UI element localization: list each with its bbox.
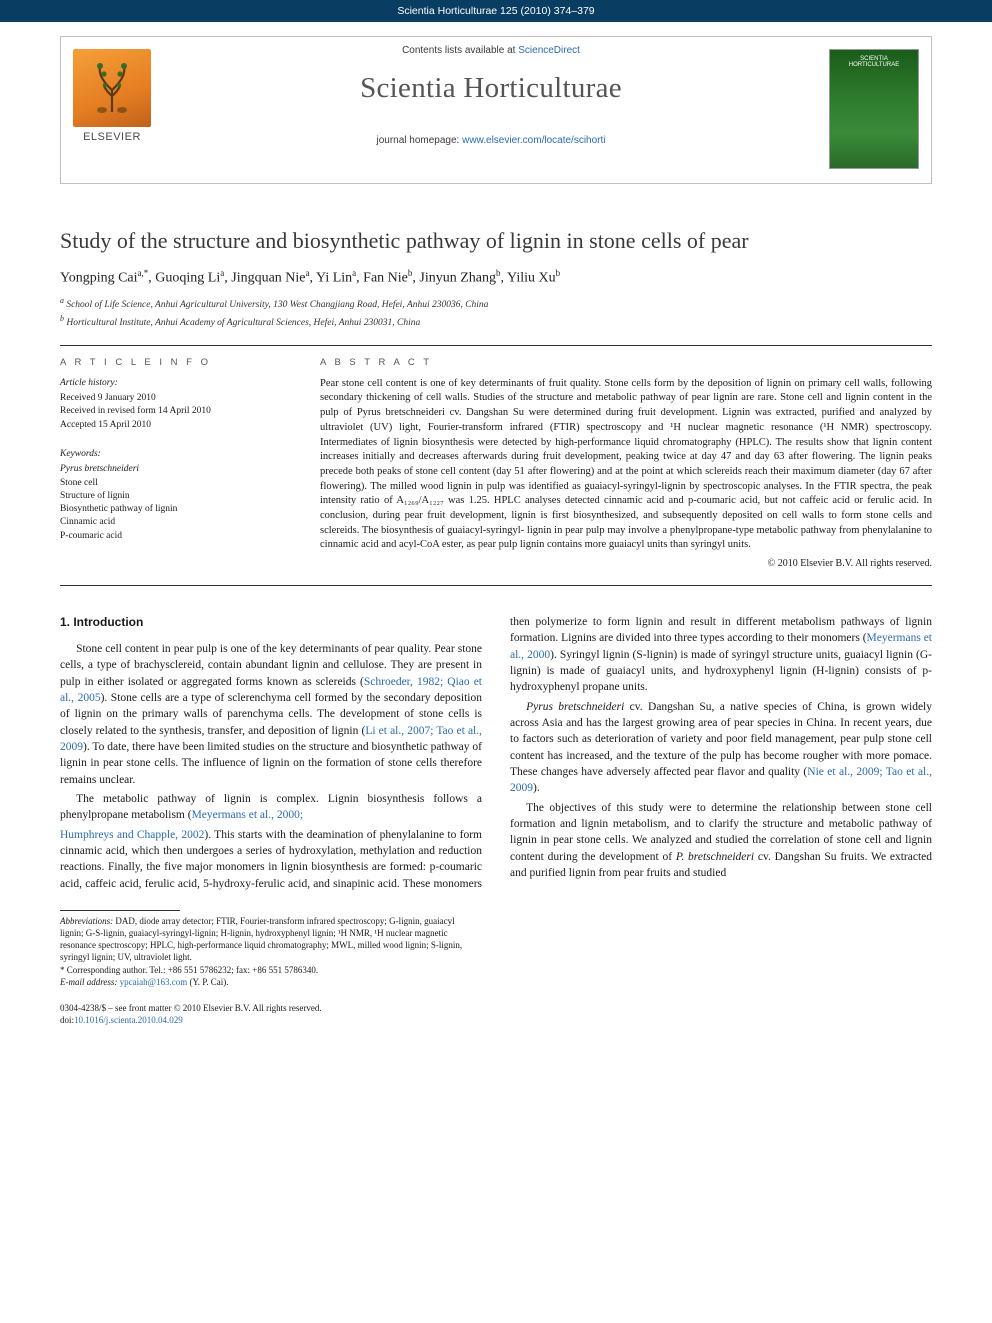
footnotes: Abbreviations: DAD, diode array detector… [60,910,480,988]
abstract-copyright: © 2010 Elsevier B.V. All rights reserved… [320,557,932,571]
keywords-heading: Keywords: [60,448,290,461]
doi-line: doi:10.1016/j.scienta.2010.04.029 [60,1014,322,1026]
article-info-heading: A R T I C L E I N F O [60,356,290,369]
page-footer: 0304-4238/$ – see front matter © 2010 El… [60,1002,932,1026]
article-info: A R T I C L E I N F O Article history: R… [60,356,290,572]
homepage-prefix: journal homepage: [376,135,462,146]
journal-title: Scientia Horticulturae [161,72,821,105]
divider [60,585,932,586]
abstract-heading: A B S T R A C T [320,356,932,369]
header-center: Contents lists available at ScienceDirec… [161,45,821,146]
paragraph: The objectives of this study were to det… [510,800,932,882]
keyword: Cinnamic acid [60,516,290,529]
footnote-rule [60,910,180,911]
keyword: Biosynthetic pathway of lignin [60,503,290,516]
issn-line: 0304-4238/$ – see front matter © 2010 El… [60,1002,322,1014]
paragraph: The metabolic pathway of lignin is compl… [60,791,482,824]
author-list: Yongping Caia,*, Guoqing Lia, Jingquan N… [60,268,932,287]
elsevier-wordmark: ELSEVIER [73,131,151,143]
affiliations: a School of Life Science, Anhui Agricult… [60,295,932,331]
homepage-url[interactable]: www.elsevier.com/locate/scihorti [462,135,605,146]
received-date: Received 9 January 2010 [60,392,290,405]
cover-line2: HORTICULTURAE [849,62,899,68]
affiliation-b: b Horticultural Institute, Anhui Academy… [60,313,932,331]
keyword: Pyrus bretschneideri [60,464,139,474]
keyword: Stone cell [60,477,290,490]
article-history-heading: Article history: [60,377,290,390]
journal-header: ELSEVIER Contents lists available at Sci… [60,36,932,184]
contents-prefix: Contents lists available at [402,45,518,56]
elsevier-logo: ELSEVIER [73,49,151,149]
abbreviations: Abbreviations: DAD, diode array detector… [60,915,480,964]
body-text: 1. Introduction Stone cell content in pe… [60,614,932,892]
divider [60,345,932,346]
corresponding-author: * Corresponding author. Tel.: +86 551 57… [60,964,480,976]
homepage-line: journal homepage: www.elsevier.com/locat… [161,135,821,146]
email-link[interactable]: ypcaiah@163.com [120,977,188,987]
citation-link[interactable]: Humphreys and Chapple, 2002 [60,829,204,841]
article-title: Study of the structure and biosynthetic … [60,228,932,254]
journal-cover-thumb: SCIENTIA HORTICULTURAE [829,49,919,169]
affiliation-a: a School of Life Science, Anhui Agricult… [60,295,932,313]
elsevier-tree-icon [73,49,151,127]
accepted-date: Accepted 15 April 2010 [60,419,290,432]
paragraph: Stone cell content in pear pulp is one o… [60,641,482,788]
keyword: P-coumaric acid [60,530,290,543]
contents-list-line: Contents lists available at ScienceDirec… [161,45,821,56]
abstract-block: A B S T R A C T Pear stone cell content … [320,356,932,572]
abstract-text: Pear stone cell content is one of key de… [320,377,932,553]
citation-link[interactable]: Nie et al., 2009; Tao et al., 2009 [510,766,932,794]
keyword: Structure of lignin [60,490,290,503]
section-heading: 1. Introduction [60,614,482,631]
running-head: Scientia Horticulturae 125 (2010) 374–37… [0,0,992,22]
revised-date: Received in revised form 14 April 2010 [60,405,290,418]
email-line: E-mail address: ypcaiah@163.com (Y. P. C… [60,976,480,988]
citation-link[interactable]: Meyermans et al., 2000; [192,809,303,821]
sciencedirect-link[interactable]: ScienceDirect [518,45,580,56]
doi-link[interactable]: 10.1016/j.scienta.2010.04.029 [74,1015,183,1025]
paragraph: Pyrus bretschneideri Pyrus bretschneider… [510,699,932,797]
